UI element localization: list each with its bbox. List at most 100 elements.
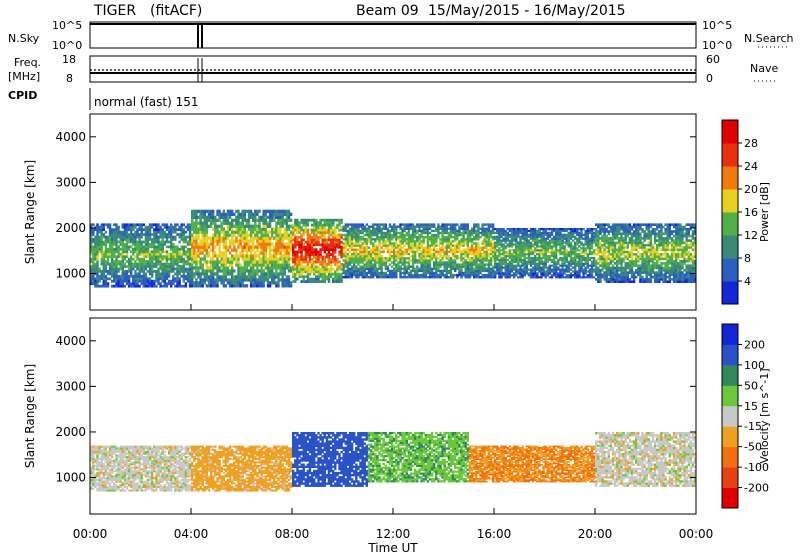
heatmap-cell: [355, 261, 358, 264]
heatmap-cell: [157, 260, 160, 263]
heatmap-cell: [384, 276, 387, 279]
heatmap-cell: [222, 269, 225, 273]
heatmap-cell: [420, 257, 423, 260]
heatmap-cell: [315, 250, 318, 254]
heatmap-cell: [195, 227, 198, 231]
heatmap-cell: [90, 260, 93, 263]
heatmap-cell: [327, 260, 331, 264]
heatmap-cell: [130, 233, 133, 236]
heatmap-cell: [165, 257, 169, 261]
heatmap-cell: [435, 273, 438, 277]
heatmap-cell: [540, 260, 543, 263]
heatmap-cell: [359, 269, 362, 273]
heatmap-cell: [422, 227, 425, 230]
heatmap-cell: [395, 242, 398, 245]
heatmap-cell: [323, 243, 326, 247]
heatmap-cell: [374, 263, 377, 266]
heatmap-cell: [397, 265, 400, 268]
heatmap-cell: [191, 272, 194, 276]
heatmap-cell: [313, 280, 316, 283]
heatmap-cell: [441, 244, 444, 247]
heatmap-cell: [317, 255, 320, 259]
heatmap-cell: [148, 230, 152, 234]
heatmap-cell: [525, 239, 528, 242]
heatmap-cell: [536, 274, 539, 277]
heatmap-cell: [212, 284, 215, 288]
heatmap-cell: [144, 230, 148, 234]
heatmap-cell: [529, 272, 533, 275]
heatmap-cell: [416, 225, 419, 228]
heatmap-cell: [422, 229, 425, 233]
heatmap-cell: [531, 260, 535, 263]
heatmap-cell: [222, 239, 225, 243]
heatmap-cell: [456, 257, 459, 260]
heatmap-cell: [176, 260, 179, 263]
heatmap-cell: [367, 259, 371, 262]
heatmap-cell: [428, 250, 432, 254]
heatmap-cell: [241, 221, 244, 225]
heatmap-cell: [186, 225, 190, 229]
heatmap-cell: [378, 276, 381, 279]
heatmap-cell: [407, 238, 411, 241]
heatmap-cell: [226, 257, 230, 261]
heatmap-cell: [138, 257, 141, 261]
heatmap-cell: [235, 248, 238, 252]
heatmap-cell: [437, 267, 440, 270]
heatmap-cell: [359, 238, 362, 241]
heatmap-cell: [188, 267, 192, 271]
heatmap-cell: [475, 271, 478, 275]
heatmap-cell: [249, 254, 253, 258]
heatmap-cell: [186, 223, 190, 227]
heatmap-cell: [285, 221, 289, 225]
heatmap-cell: [534, 276, 537, 279]
heatmap-cell: [363, 246, 366, 249]
heatmap-cell: [437, 252, 440, 256]
heatmap-cell: [567, 262, 570, 265]
heatmap-cell: [298, 221, 301, 225]
heatmap-cell: [468, 236, 472, 239]
heatmap-cell: [403, 244, 406, 247]
heatmap-cell: [113, 260, 116, 263]
heatmap-cell: [342, 267, 345, 270]
heatmap-cell: [317, 223, 320, 227]
heatmap-cell: [245, 239, 249, 243]
heatmap-cell: [300, 253, 303, 256]
heatmap-cell: [342, 259, 345, 262]
heatmap-cell: [439, 265, 442, 268]
heatmap-cell: [304, 270, 307, 274]
heatmap-cell: [409, 273, 413, 277]
heatmap-cell: [231, 248, 234, 252]
heatmap-cell: [393, 236, 396, 239]
heatmap-cell: [382, 225, 385, 228]
heatmap-cell: [414, 242, 417, 245]
heatmap-cell: [451, 259, 455, 262]
heatmap-cell: [346, 233, 350, 237]
heatmap-cell: [445, 236, 448, 239]
heatmap-cell: [247, 209, 251, 213]
heatmap-cell: [561, 229, 564, 233]
heatmap-cell: [557, 231, 560, 235]
heatmap-cell: [231, 269, 234, 273]
heatmap-cell: [203, 242, 206, 246]
heatmap-cell: [361, 267, 364, 270]
heatmap-cell: [523, 256, 526, 260]
heatmap-cell: [552, 235, 556, 238]
heatmap-cell: [477, 244, 480, 247]
heatmap-cell: [355, 227, 358, 230]
heatmap-cell: [308, 240, 312, 244]
heatmap-cell: [462, 231, 465, 235]
heatmap-cell: [222, 230, 225, 234]
heatmap-cell: [184, 245, 188, 249]
heatmap-cell: [357, 255, 360, 258]
heatmap-cell: [296, 255, 299, 259]
heatmap-cell: [191, 239, 194, 243]
heatmap-cell: [279, 227, 282, 231]
heatmap-cell: [170, 270, 173, 273]
heatmap-cell: [191, 209, 194, 213]
heatmap-cell: [334, 280, 337, 283]
heatmap-cell: [283, 242, 286, 246]
heatmap-cell: [317, 221, 320, 225]
heatmap-cell: [517, 251, 520, 254]
heatmap-cell: [264, 233, 267, 237]
heatmap-cell: [113, 238, 116, 241]
